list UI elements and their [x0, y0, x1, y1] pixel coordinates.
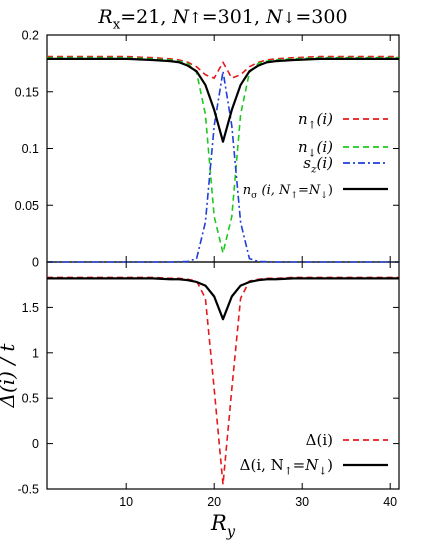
legend-n-down-label: n↓(i) — [298, 138, 333, 160]
series-line-bottom-1 — [47, 277, 399, 321]
chart-title: Rx=21, N↑=301, N↓=300 — [97, 6, 347, 33]
y-axis-label: Δ(i) / t — [0, 343, 19, 409]
top-ytick-label: 0.2 — [22, 29, 39, 43]
top-ytick-label: 0.1 — [22, 142, 39, 156]
text-layer: 0 0.05 0.1 0.15 0.2 -0.5 0 0.5 1 1.5 10 20 30 40 Rx=21… — [0, 6, 397, 540]
bottom-ytick-label: 1 — [32, 346, 39, 360]
legend-delta-equal-label: Δ(i, N↑=N↓) — [240, 456, 333, 478]
xtick-label: 30 — [295, 495, 309, 509]
legend-n-up-label: n↑(i) — [298, 110, 333, 132]
xtick-label: 20 — [207, 495, 221, 509]
top-ytick-label: 0.05 — [15, 199, 39, 213]
ticks-layer — [47, 34, 399, 490]
top-ytick-label: 0 — [32, 256, 39, 270]
series-line-top-0 — [47, 55, 399, 79]
x-axis-label: Ry — [210, 511, 236, 540]
xtick-label: 10 — [119, 495, 133, 509]
bottom-ytick-label: 0 — [32, 437, 39, 451]
series-line-top-3 — [47, 57, 399, 143]
legend-n-sigma-label: nσ (i, N↑=N↓) — [243, 183, 333, 201]
legend-layer: n↑(i) n↓(i)sz(i) nσ (i, N↑=N↓) Δ(i) Δ(i, N↑=… — [240, 110, 388, 478]
bottom-plot-frame — [46, 261, 400, 490]
bottom-ytick-label: 1.5 — [22, 301, 39, 315]
series-layer — [47, 55, 399, 486]
xtick-label: 40 — [383, 495, 397, 509]
legend-sz-label: sz(i) — [303, 154, 333, 176]
series-line-top-1 — [47, 56, 399, 254]
bottom-ytick-label: 0.5 — [22, 392, 39, 406]
top-ytick-label: 0.15 — [15, 85, 39, 99]
legend-delta-label: Δ(i) — [306, 431, 333, 449]
bottom-ytick-label: -0.5 — [17, 483, 39, 497]
